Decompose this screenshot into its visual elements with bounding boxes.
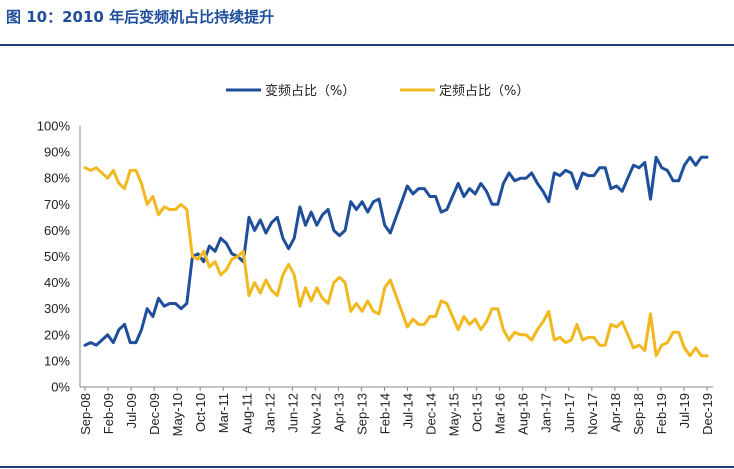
x-tick-label: Oct-15	[470, 393, 485, 432]
x-tick-label: Dec-19	[700, 393, 715, 435]
y-tick-label: 80%	[44, 171, 70, 186]
x-tick-label: Apr-13	[331, 393, 346, 432]
legend-label-1: 变频占比（%）	[265, 83, 355, 99]
x-tick-label: Feb-09	[101, 393, 116, 434]
x-tick-label: Feb-19	[654, 393, 669, 434]
y-axis: 0% 10% 20% 30% 40% 50% 60% 70% 80% 90% 100%	[37, 119, 81, 395]
x-tick-label: Jul-09	[124, 393, 139, 428]
x-tick-label: Mar-16	[493, 393, 508, 434]
x-tick-label: Mar-11	[216, 393, 231, 433]
title-divider	[0, 44, 734, 46]
x-tick-label: Apr-18	[608, 393, 623, 432]
series-line-1	[83, 155, 709, 347]
legend: 变频占比（%） 定频占比（%）	[226, 83, 529, 99]
series-line-2	[83, 166, 709, 358]
x-tick-label: Sep-08	[78, 393, 93, 435]
bottom-divider	[0, 466, 734, 468]
x-tick-label: Jul-19	[677, 393, 692, 428]
x-tick-label: Aug-16	[516, 393, 531, 435]
x-tick-label: Jan-17	[539, 393, 554, 433]
y-tick-label: 10%	[44, 353, 70, 368]
legend-label-2: 定频占比（%）	[439, 84, 529, 99]
y-tick-label: 90%	[44, 145, 70, 160]
y-tick-label: 50%	[44, 249, 70, 264]
x-tick-label: May-10	[170, 393, 185, 436]
x-tick-label: Nov-12	[308, 393, 323, 435]
x-tick-label: May-15	[447, 393, 462, 436]
x-tick-label: Dec-09	[147, 393, 162, 435]
x-tick-label: Jun-12	[285, 393, 300, 433]
x-tick-label: Jun-17	[562, 393, 577, 433]
x-tick-label: Sep-18	[631, 393, 646, 435]
y-tick-label: 30%	[44, 301, 70, 316]
x-tick-label: Sep-13	[354, 393, 369, 435]
x-tick-label: Dec-14	[424, 393, 439, 435]
y-tick-label: 20%	[44, 327, 70, 342]
x-tick-label: Jan-12	[262, 393, 277, 433]
x-tick-label: Feb-14	[377, 393, 392, 434]
y-tick-label: 70%	[44, 197, 70, 212]
y-tick-label: 40%	[44, 275, 70, 290]
y-tick-label: 0%	[51, 380, 70, 395]
y-tick-label: 100%	[37, 119, 71, 134]
series-group	[83, 155, 709, 358]
x-axis: Sep-08 Feb-09 Jul-09 Dec-09 May-10 Oct-10 Mar-…	[78, 386, 715, 436]
x-tick-label: Jul-14	[401, 393, 416, 428]
x-tick-label: Oct-10	[193, 393, 208, 432]
x-tick-label: Aug-11	[239, 393, 254, 434]
y-tick-label: 60%	[44, 223, 70, 238]
chart-title: 图 10：2010 年后变频机占比持续提升	[6, 8, 275, 26]
x-tick-label: Nov-17	[585, 393, 600, 435]
